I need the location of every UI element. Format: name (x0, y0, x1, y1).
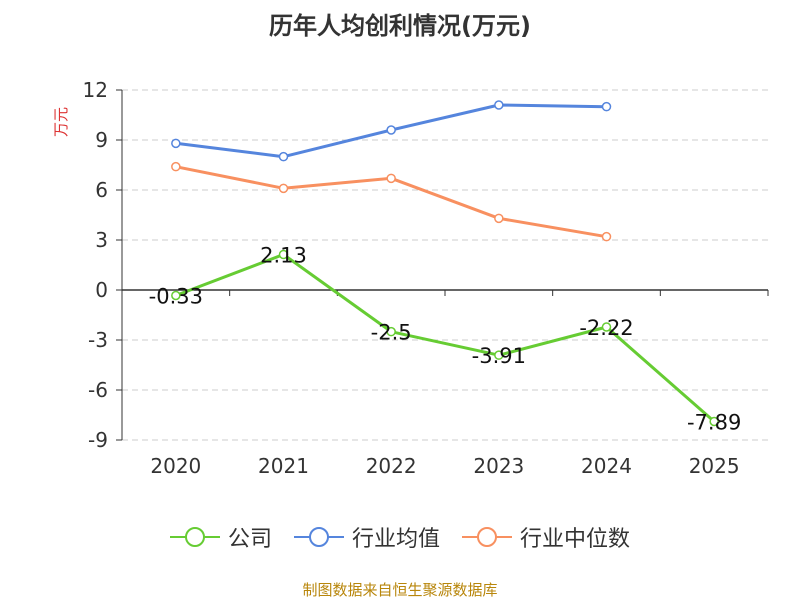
data-point (494, 350, 504, 360)
x-tick-label: 2023 (473, 454, 524, 478)
data-labels: -0.33 2.13 -2.5 -3.91 -2.22 -7.89 (149, 244, 742, 435)
y-tick-label: 3 (95, 228, 108, 252)
x-tick-label: 2022 (366, 454, 417, 478)
data-point (386, 326, 396, 337)
legend: 公司 行业均值 行业中位数 (0, 520, 800, 554)
data-point (709, 416, 719, 427)
legend-label: 公司 (227, 527, 272, 552)
legend-swatch (462, 525, 512, 549)
legend-item[interactable]: 公司 (169, 521, 272, 553)
y-tick-label: -9 (88, 428, 108, 452)
data-point (494, 213, 504, 224)
data-point (171, 161, 181, 172)
legend-item[interactable]: 行业中位数 (462, 521, 630, 553)
data-label: -0.33 (149, 285, 203, 309)
x-tick-label: 2025 (689, 454, 740, 478)
series-line-1 (175, 253, 716, 423)
x-tick-label: 2024 (581, 454, 632, 478)
data-point (386, 173, 396, 184)
chart-title: 历年人均创利情况(万元) (269, 12, 531, 40)
axes: 12 9 6 3 0 -3 -6 -9 2020 2021 2022 2023 2024 2025 (83, 78, 769, 478)
data-point (171, 138, 181, 149)
data-point (601, 231, 612, 242)
legend-item[interactable]: 行业均值 (293, 521, 440, 553)
data-point (171, 290, 181, 301)
data-point (601, 101, 612, 112)
y-axis-label: 万元 (52, 107, 70, 137)
data-point (278, 249, 289, 260)
legend-label: 行业中位数 (520, 527, 631, 552)
data-point (386, 125, 396, 135)
data-label: 2.13 (260, 244, 307, 268)
y-tick-label: -6 (88, 378, 108, 402)
source-note: 制图数据来自恒生聚源数据库 (302, 581, 498, 599)
data-point (278, 151, 289, 162)
data-point (601, 322, 612, 332)
y-tick-label: 12 (83, 78, 108, 102)
y-tick-label: -3 (88, 328, 108, 352)
data-label: -3.91 (472, 344, 526, 368)
data-point (278, 183, 289, 194)
gridlines (122, 89, 768, 441)
data-point (494, 100, 504, 110)
data-label: -7.89 (687, 411, 741, 435)
data-label: -2.5 (371, 321, 412, 345)
x-tick-label: 2021 (258, 454, 309, 478)
data-label: -2.22 (579, 316, 633, 340)
legend-swatch (169, 525, 220, 549)
legend-label: 行业均值 (351, 527, 440, 552)
series-lines (171, 100, 719, 427)
x-tick-label: 2020 (150, 454, 201, 478)
legend-swatch (293, 525, 344, 549)
y-tick-label: 9 (95, 128, 108, 152)
y-tick-label: 6 (95, 178, 108, 202)
y-tick-label: 0 (95, 278, 108, 302)
